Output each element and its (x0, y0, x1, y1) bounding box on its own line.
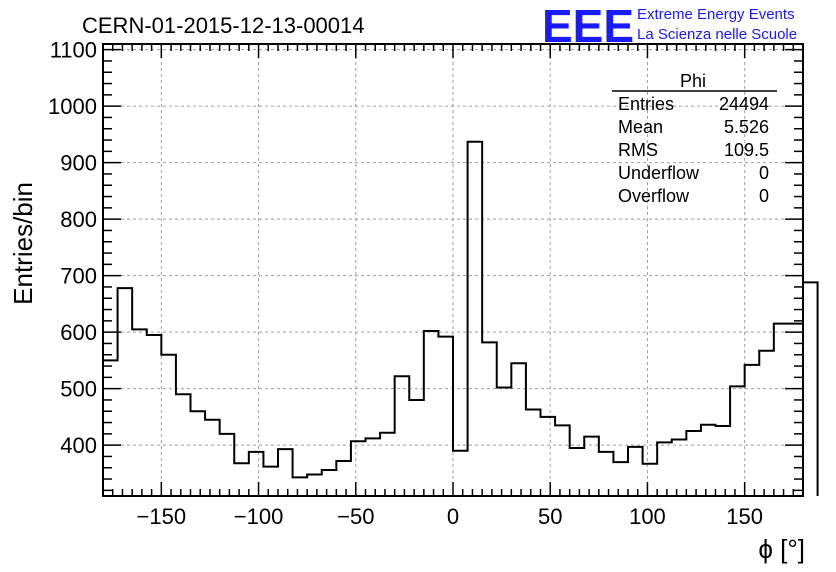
x-tick-label: 150 (726, 504, 763, 529)
logo-line-2: La Scienza nelle Scuole (637, 26, 797, 43)
y-tick-label: 1100 (50, 38, 97, 63)
eee-logo: EEE Extreme Energy Events La Scienza nel… (542, 0, 797, 52)
y-tick-labels: 400 500 600 700 800 900 1000 1100 (48, 38, 97, 458)
x-tick-label: 0 (447, 504, 459, 529)
y-tick-label: 1000 (48, 94, 97, 119)
y-tick-label: 900 (60, 151, 97, 176)
x-tick-label: 100 (629, 504, 666, 529)
stats-label: RMS (618, 140, 658, 160)
x-axis-label: ϕ [°] (758, 534, 805, 564)
x-tick-label: −150 (137, 504, 187, 529)
stats-value: 0 (759, 186, 769, 206)
stats-rows: Entries 24494 Mean 5.526 RMS 109.5 Underflow 0 O… (618, 94, 769, 206)
axis-ticks (103, 44, 803, 496)
stats-label: Entries (618, 94, 674, 114)
stats-value: 5.526 (724, 117, 769, 137)
y-axis-label: Entries/bin (8, 182, 38, 305)
stats-label: Mean (618, 117, 663, 137)
x-tick-label: −100 (234, 504, 284, 529)
stats-title: Phi (680, 71, 706, 91)
x-tick-labels: −150 −100 −50 0 50 100 150 (137, 504, 763, 529)
y-tick-label: 600 (60, 320, 97, 345)
stats-label: Underflow (618, 163, 700, 183)
y-tick-label: 400 (60, 433, 97, 458)
y-tick-label: 500 (60, 377, 97, 402)
x-tick-label: −50 (337, 504, 374, 529)
logo-line-1: Extreme Energy Events (637, 6, 795, 23)
chart-title: CERN-01-2015-12-13-00014 (82, 13, 365, 38)
stats-box: Phi Entries 24494 Mean 5.526 RMS 109.5 Underfl… (612, 71, 777, 206)
stats-label: Overflow (618, 186, 690, 206)
x-tick-label: 50 (538, 504, 562, 529)
histogram-line (103, 140, 819, 496)
y-tick-label: 800 (60, 207, 97, 232)
y-tick-label: 700 (60, 264, 97, 289)
stats-value: 109.5 (724, 140, 769, 160)
stats-value: 0 (759, 163, 769, 183)
stats-value: 24494 (719, 94, 769, 114)
